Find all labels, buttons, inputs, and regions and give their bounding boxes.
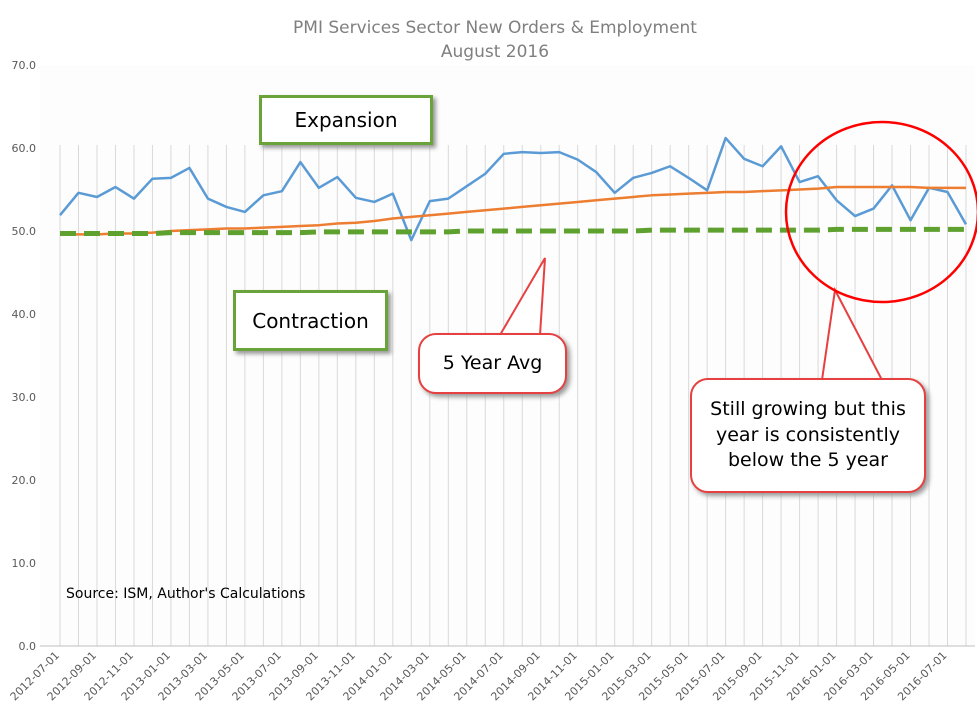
y-tick-label: 20.0 <box>12 474 37 487</box>
expansion-label: Expansion <box>259 95 433 145</box>
y-tick-label: 70.0 <box>12 59 37 72</box>
growth-callout: Still growing but this year is consisten… <box>690 378 926 493</box>
y-tick-label: 30.0 <box>12 391 37 404</box>
highlight-circle <box>784 120 977 304</box>
y-tick-label: 40.0 <box>12 308 37 321</box>
contraction-label: Contraction <box>233 290 388 351</box>
new-orders-line <box>59 136 968 242</box>
chart-subtitle: August 2016 <box>440 42 550 62</box>
source-note: Source: ISM, Author's Calculations <box>66 586 306 602</box>
y-tick-label: 0.0 <box>19 640 37 653</box>
y-tick-label: 50.0 <box>12 225 37 238</box>
avg-callout: 5 Year Avg <box>418 333 567 394</box>
five-year-avg-line <box>60 185 966 236</box>
chart-title: PMI Services Sector New Orders & Employm… <box>293 18 697 38</box>
threshold-line <box>60 226 966 236</box>
y-tick-label: 60.0 <box>12 142 37 155</box>
y-tick-label: 10.0 <box>12 557 37 570</box>
